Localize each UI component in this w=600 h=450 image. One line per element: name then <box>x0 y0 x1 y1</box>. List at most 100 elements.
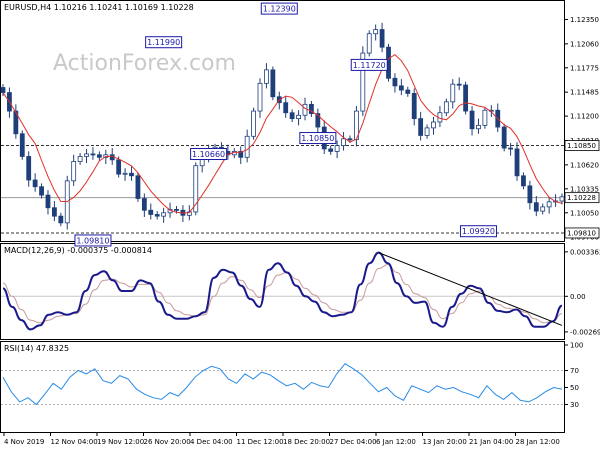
annotation-box <box>145 36 183 49</box>
candle <box>411 93 417 120</box>
candle <box>501 126 507 149</box>
price-tick-label: 1.10335 <box>570 185 599 193</box>
moving-average-line <box>2 53 563 214</box>
candle <box>546 201 552 208</box>
candle <box>45 194 51 209</box>
annotation-label: 1.11720 <box>353 61 386 70</box>
candle <box>270 69 276 98</box>
candle <box>39 186 44 196</box>
candle <box>135 175 141 199</box>
annotation-box <box>350 58 388 71</box>
annotation-box <box>260 2 298 15</box>
candle <box>309 103 314 114</box>
macd-trendline <box>378 252 563 326</box>
candle <box>334 145 340 152</box>
candle <box>482 109 488 126</box>
rsi-series <box>1 363 564 406</box>
candle <box>264 69 269 84</box>
candle <box>469 110 475 130</box>
candle <box>193 165 199 213</box>
candle <box>244 135 250 158</box>
x-tick-label: 13 Jan 20:00 <box>423 438 467 446</box>
candle <box>405 89 411 94</box>
candle <box>418 118 424 136</box>
candle <box>19 133 25 157</box>
candle <box>71 161 77 182</box>
price-tick-label: 1.12060 <box>570 40 599 48</box>
rsi-line <box>2 363 563 406</box>
rsi-tick-label: 70 <box>570 367 579 375</box>
x-tick-label: 26 Nov 20:00 <box>144 438 191 446</box>
candle <box>431 121 436 129</box>
macd-series <box>1 251 564 331</box>
price-tick-label: 1.11200 <box>570 113 599 121</box>
annotation-label: 1.12390 <box>263 5 296 14</box>
candle <box>533 202 539 212</box>
macd-panel <box>0 243 565 340</box>
x-tick-label: 11 Dec 12:00 <box>237 438 284 446</box>
price-tick-label: 1.11485 <box>570 89 599 97</box>
candle <box>450 83 456 103</box>
axes: 1.123501.120601.117751.114851.112001.109… <box>3 16 600 446</box>
candle <box>77 156 83 162</box>
price-level-label: 1.09810 <box>567 229 596 237</box>
x-tick-label: 28 Jan 12:00 <box>516 438 560 446</box>
candle <box>90 153 96 156</box>
candle <box>116 159 122 175</box>
candle <box>84 153 89 157</box>
annotation-box <box>190 148 228 161</box>
annotation-box <box>459 225 497 238</box>
candle <box>315 113 321 128</box>
annotation-label: 1.10850 <box>301 134 334 143</box>
macd-tick-label: 0.00 <box>570 293 586 301</box>
candle <box>96 154 102 158</box>
candle <box>366 33 372 54</box>
candle <box>398 85 404 91</box>
x-tick-label: 4 Nov 2019 <box>4 438 44 446</box>
candle <box>52 207 57 217</box>
watermark: ActionForex.com <box>53 51 236 76</box>
price-series: 1.09810 1.11990 1.10660 1.12390 1.10850 1.117… <box>0 2 565 247</box>
price-panel <box>0 0 565 242</box>
candle <box>238 151 244 158</box>
price-tick-label: 1.12350 <box>570 16 599 24</box>
candle <box>13 110 19 135</box>
price-tick-label: 1.10620 <box>570 161 599 169</box>
candle <box>540 206 546 212</box>
rsi-panel <box>0 341 565 433</box>
rsi-header: RSI(14) 47.8325 <box>4 344 69 353</box>
candle <box>161 212 167 217</box>
x-tick-label: 4 Dec 04:00 <box>190 438 233 446</box>
candle <box>58 215 64 224</box>
macd-tick-label: 0.003362 <box>570 248 600 256</box>
macd-signal-line <box>2 264 563 324</box>
annotation-box <box>299 132 337 145</box>
price-header: EURUSD,H4 1.10216 1.10241 1.10169 1.1022… <box>4 3 194 12</box>
candle <box>296 114 301 120</box>
candle <box>289 112 295 120</box>
candle <box>148 209 154 215</box>
price-tick-label: 1.10050 <box>570 209 599 217</box>
candle <box>257 82 263 112</box>
candle <box>424 127 430 136</box>
x-tick-label: 6 Jan 12:00 <box>376 438 416 446</box>
x-tick-label: 19 Nov 12:00 <box>97 438 144 446</box>
candle <box>154 214 160 217</box>
candle <box>302 103 308 116</box>
candle <box>514 148 520 177</box>
candle <box>443 101 449 114</box>
x-tick-label: 21 Jan 04:00 <box>469 438 513 446</box>
rsi-tick-label: 30 <box>570 401 579 409</box>
price-level-label: 1.10228 <box>567 194 596 202</box>
rsi-tick-label: 50 <box>570 384 579 392</box>
candle <box>521 175 526 187</box>
price-level-box <box>564 192 600 204</box>
x-tick-label: 18 Dec 20:00 <box>283 438 330 446</box>
candle <box>373 29 379 35</box>
price-level-box <box>564 227 600 239</box>
annotation-label: 1.10660 <box>192 150 225 159</box>
candle <box>456 83 462 86</box>
candle <box>347 138 353 141</box>
candle <box>129 172 134 177</box>
